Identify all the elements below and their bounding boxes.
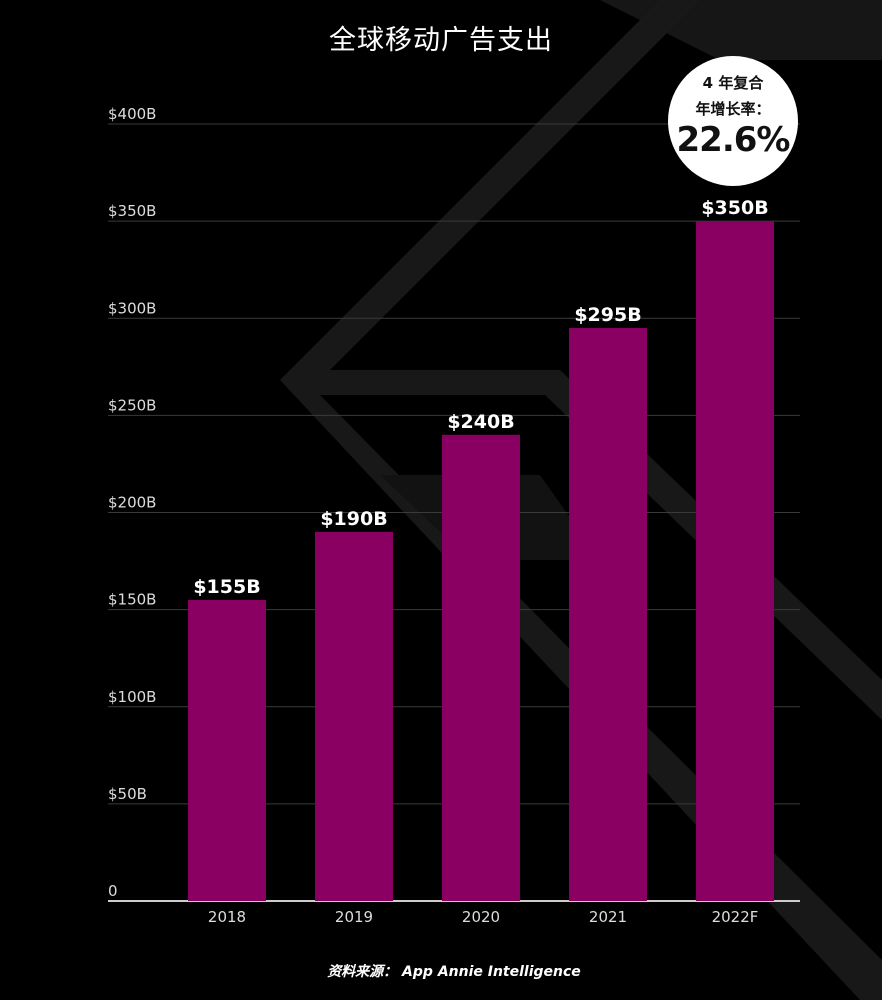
- bar: [696, 221, 774, 901]
- bar: [442, 434, 520, 901]
- data-label: $190B: [320, 508, 387, 530]
- y-tick-label: $100B: [108, 688, 156, 706]
- x-tick-label: 2022F: [712, 908, 759, 926]
- data-label: $350B: [701, 197, 768, 219]
- data-label: $295B: [574, 304, 641, 326]
- y-tick-label: $250B: [108, 396, 156, 414]
- y-tick-label: $200B: [108, 494, 156, 512]
- chart-title: 全球移动广告支出: [329, 25, 553, 56]
- bar: [188, 599, 266, 901]
- x-tick-label: 2021: [589, 908, 627, 926]
- data-labels: $155B $190B $240B $295B $350B: [193, 197, 768, 598]
- x-axis: 2018 2019 2020 2021 2022F: [208, 908, 759, 926]
- bar: [315, 531, 393, 901]
- cagr-badge: 4 年复合 年增长率： 22.6%: [668, 56, 798, 186]
- data-label: $240B: [447, 411, 514, 433]
- cagr-badge-line2: 年增长率：: [695, 100, 771, 118]
- cagr-badge-line1: 4 年复合: [702, 74, 764, 92]
- decor-chevron: [280, 0, 882, 1000]
- data-label: $155B: [193, 576, 260, 598]
- bar: [569, 327, 647, 901]
- y-tick-label: $350B: [108, 202, 156, 220]
- y-tick-label: $150B: [108, 591, 156, 609]
- y-tick-label: 0: [108, 882, 118, 900]
- bars: [188, 221, 774, 901]
- source-note: 资料来源： App Annie Intelligence: [327, 964, 581, 980]
- y-tick-label: $400B: [108, 105, 156, 123]
- y-tick-label: $50B: [108, 785, 147, 803]
- x-tick-label: 2018: [208, 908, 246, 926]
- x-tick-label: 2019: [335, 908, 373, 926]
- y-axis: 0 $50B $100B $150B $200B $250B $300B $350B $400B: [108, 105, 156, 900]
- cagr-badge-value: 22.6%: [676, 120, 791, 160]
- x-tick-label: 2020: [462, 908, 500, 926]
- y-tick-label: $300B: [108, 299, 156, 317]
